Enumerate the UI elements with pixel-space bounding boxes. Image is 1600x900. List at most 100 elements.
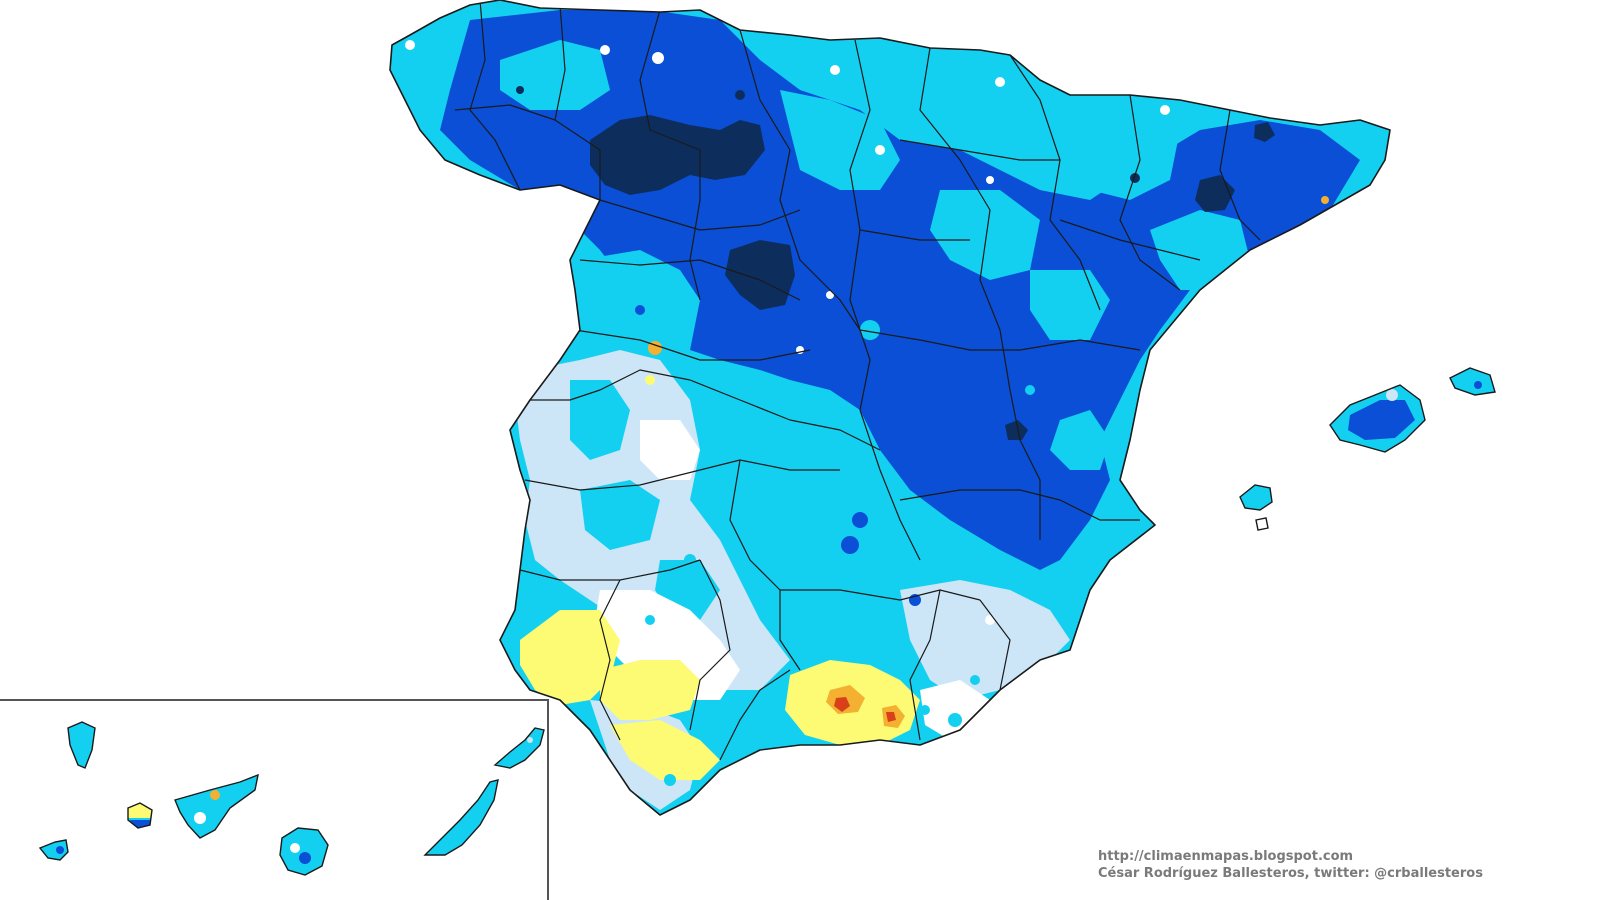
island-outline [38, 839, 69, 861]
station-dot [1039, 484, 1051, 496]
station-dot [299, 852, 311, 864]
province-border [909, 589, 941, 741]
station-dot [635, 305, 645, 315]
station-dot [405, 40, 415, 50]
province-border [859, 409, 921, 561]
island-outline [1239, 484, 1273, 511]
province-border [1009, 54, 1101, 311]
station-dot [826, 291, 834, 299]
precip-zone-light_blue [930, 190, 1040, 280]
canary-islands-inset [0, 699, 549, 900]
station-dot [1386, 389, 1398, 401]
credits-author: César Rodríguez Ballesteros, twitter: @c… [1098, 866, 1483, 881]
station-dot [194, 812, 206, 824]
island-outline [493, 727, 545, 769]
station-dot [648, 341, 662, 355]
peninsula [389, 0, 1391, 836]
station-dot [875, 145, 885, 155]
province-border [530, 369, 691, 401]
island-outline [279, 827, 329, 876]
precip-zone-yellow [610, 720, 720, 780]
province-border [899, 139, 1060, 161]
station-dot [755, 445, 765, 455]
station-dot [785, 605, 795, 615]
station-dot [1025, 385, 1035, 395]
province-border [579, 259, 801, 301]
station-dot [516, 86, 524, 94]
balearic-islands [1239, 367, 1496, 531]
province-border [919, 47, 1001, 331]
inset-frame [0, 699, 549, 900]
precip-zone-red [834, 697, 850, 712]
precip-zone-light_blue [500, 40, 610, 110]
station-dot [645, 615, 655, 625]
credits: http://climaenmapas.blogspot.com César R… [1098, 848, 1483, 882]
precip-zone-light_blue [580, 480, 660, 550]
precip-zone-yellow [520, 610, 620, 705]
credits-url: http://climaenmapas.blogspot.com [1098, 849, 1354, 864]
station-dot [664, 774, 676, 786]
province-border [469, 0, 521, 191]
province-border [859, 229, 970, 241]
precip-zone-navy [1195, 175, 1235, 212]
precip-zone-red [886, 712, 896, 722]
island-outline [127, 802, 153, 829]
precip-zone-navy [1254, 122, 1275, 142]
province-border [899, 489, 1061, 501]
island-outline [1449, 367, 1496, 396]
province-border [689, 379, 881, 451]
station-dot [830, 65, 840, 75]
station-dot [966, 36, 974, 44]
province-border [574, 329, 811, 361]
province-border [729, 459, 801, 671]
province-border [1119, 94, 1181, 291]
province-border [599, 579, 621, 741]
precip-zone-light_blue [570, 380, 630, 460]
station-dot [210, 790, 220, 800]
province-border [524, 459, 840, 491]
province-border [739, 29, 861, 331]
station-dot [920, 705, 930, 715]
station-dot [677, 830, 683, 836]
province-border [719, 669, 791, 761]
station-dot [684, 554, 696, 566]
station-dot [995, 295, 1005, 305]
precip-zone-light_blue [780, 90, 900, 190]
station-dot [970, 675, 980, 685]
province-border [979, 599, 1011, 691]
precip-zone-dark_blue [1348, 400, 1415, 440]
province-border [859, 329, 1141, 351]
canary-fill [40, 722, 544, 875]
station-dot [1130, 173, 1140, 183]
province-border [599, 199, 801, 231]
precip-zone-white [595, 590, 740, 700]
fill-base [40, 722, 544, 875]
station-dot [1321, 196, 1329, 204]
precip-zone-white [640, 420, 700, 480]
station-dot [56, 846, 64, 854]
station-dot [986, 176, 994, 184]
precip-zone-navy [1005, 420, 1028, 440]
balearic-fill [1240, 368, 1495, 510]
precip-zone-yellow [600, 660, 700, 720]
island-outline [174, 773, 259, 839]
precip-zone-light_blue [930, 60, 1040, 160]
station-dot [735, 90, 745, 100]
station-dot [852, 512, 868, 528]
province-border [1059, 219, 1201, 261]
precip-zone-light_blue [1070, 110, 1180, 200]
station-dot [1160, 105, 1170, 115]
station-dot [1074, 434, 1086, 446]
station-dot [1474, 381, 1482, 389]
station-dot [841, 536, 859, 554]
station-dot [825, 260, 835, 270]
station-dot [734, 694, 746, 706]
province-border [1059, 499, 1140, 521]
province-border [999, 329, 1041, 540]
province-border [689, 559, 731, 731]
station-dot [860, 320, 880, 340]
precip-zone-navy [590, 115, 765, 195]
station-dot [948, 713, 962, 727]
precipitation-fill [390, 0, 1390, 836]
